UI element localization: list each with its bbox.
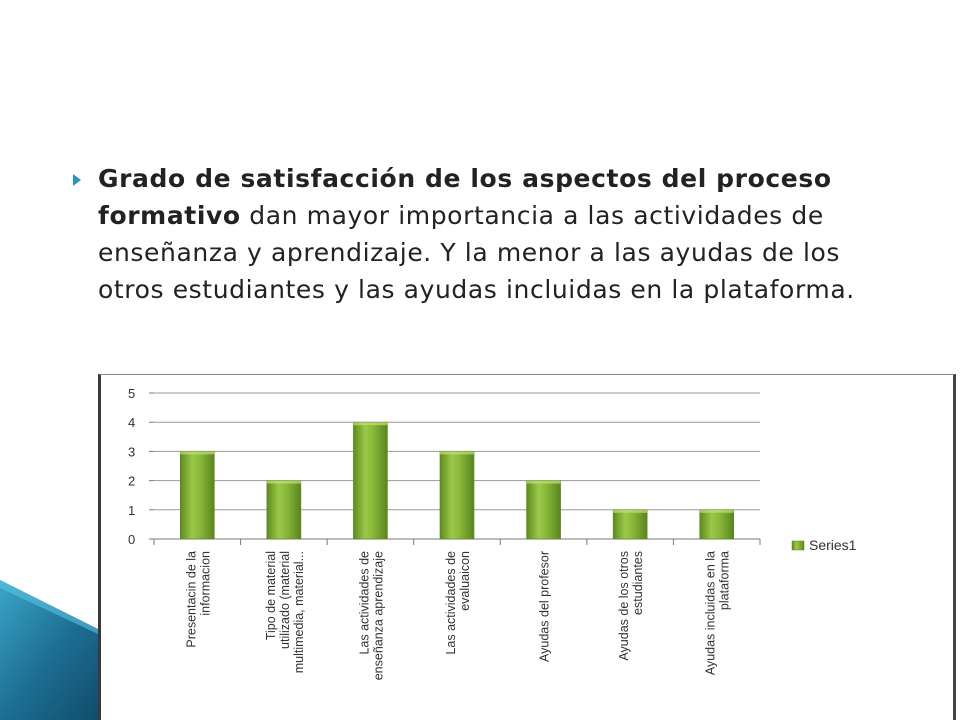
bar-highlight [180,451,215,455]
x-category-label: Ayudas del profesor [538,551,552,662]
x-category-label-line: informacion [198,551,212,616]
y-tick-label: 5 [128,386,135,401]
legend-label: Series1 [809,537,857,553]
x-category-label-line: Presentacin de la [184,551,198,648]
x-category-label-line: multimedia, material... [292,551,306,673]
chart-frame [98,374,956,720]
legend-swatch [791,540,805,551]
x-category-label: Las actividades de evaluaicon [444,551,472,655]
decorative-corner-shape [0,580,110,720]
bullet-arrow-icon [73,174,81,186]
x-category-label-line: Las actividades de [444,551,458,655]
y-axis-ticks: 0 1 2 3 4 5 [128,386,135,547]
y-tick-label: 3 [128,444,135,459]
x-category-label: Ayudas incluidas en la plataforma [704,551,732,675]
bar [612,509,648,540]
bar-highlight [440,451,474,455]
bar-highlight [266,480,301,484]
x-category-label-line: Ayudas incluidas en la [704,551,718,675]
legend: Series1 [791,537,857,553]
x-category-label: Tipo de material utilizado (material multi… [264,551,306,673]
bar [353,421,388,540]
x-category-label-line: Ayudas del profesor [538,551,552,662]
x-category-label-line: enseñanza aprendizaje [371,551,385,680]
x-category-label: Presentacin de la informacion [184,551,212,648]
y-tick-label: 0 [128,532,135,547]
bar [179,451,215,540]
bar-highlight [353,422,388,426]
bullet-body-text: dan mayor importancia a las actividades … [98,201,855,304]
bullet-paragraph: Grado de satisfacción de los aspectos de… [66,160,896,308]
x-category-label-line: Tipo de material [264,551,278,640]
bar [526,480,561,540]
bar [699,509,735,540]
bullet-text: Grado de satisfacción de los aspectos de… [98,160,896,308]
x-category-label-line: Las actividades de [357,551,371,655]
y-tick-label: 2 [128,474,135,489]
x-category-label: Las actividades de enseñanza aprendizaje [357,551,385,680]
bar-highlight [699,509,734,513]
bar-chart: 0 1 2 3 4 5 Presentacin de la informacion Tipo … [128,386,857,680]
x-category-label-line: utilizado (material [278,551,292,649]
x-category-label-line: evaluaicon [458,551,472,611]
x-category-label: Ayudas de los otros estudiantes [617,551,645,661]
y-tick-label: 1 [128,503,135,518]
bar-highlight [526,480,561,484]
bar [266,480,302,540]
bar-highlight [613,509,648,513]
x-category-label-line: estudiantes [631,551,645,615]
x-axis-labels: Presentacin de la informacion Tipo de mate… [184,551,731,680]
y-tick-label: 4 [128,415,135,430]
bullet-bold-heading: Grado de satisfacción de los aspectos de… [98,164,832,230]
x-category-label-line: plataforma [718,551,732,610]
bar [439,451,475,540]
x-category-label-line: Ayudas de los otros [617,551,631,661]
bars [179,421,735,540]
